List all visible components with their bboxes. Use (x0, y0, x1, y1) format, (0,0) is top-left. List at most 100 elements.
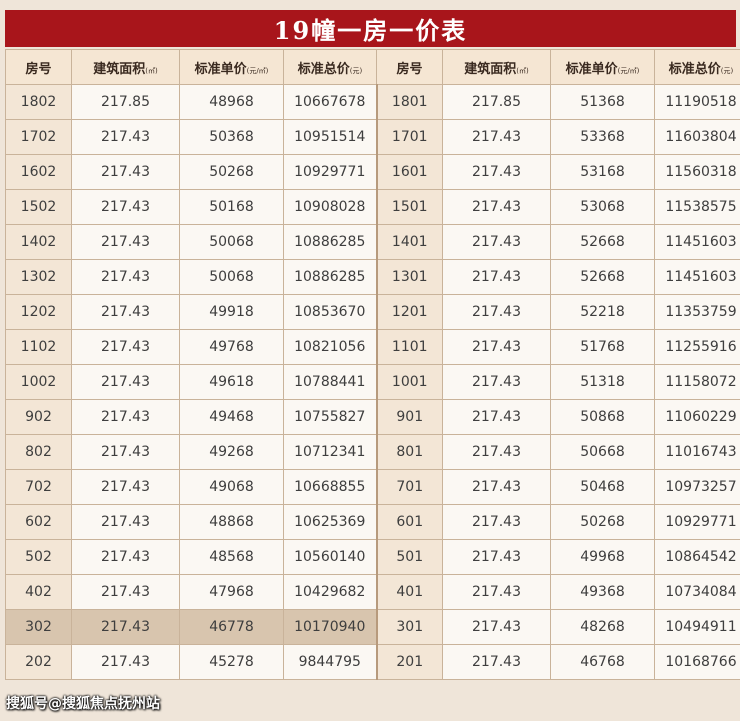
column-header: 标准总价(元) (283, 49, 377, 85)
table-title: 19幢一房一价表 (273, 16, 468, 45)
room-number-cell: 402 (5, 574, 72, 610)
area-cell: 217.43 (71, 329, 180, 365)
unit-price-cell: 50668 (550, 434, 655, 470)
total-price-cell: 10625369 (283, 504, 377, 540)
table-row: 702 217.43 49068 10668855 701 217.43 50468 1097… (5, 469, 740, 505)
unit-price-cell: 48968 (179, 84, 284, 120)
column-header-unit: (元/㎡) (617, 66, 640, 75)
unit-price-cell: 49468 (179, 399, 284, 435)
area-cell: 217.43 (442, 154, 551, 190)
area-cell: 217.43 (442, 119, 551, 155)
table-row: 1802 217.85 48968 10667678 1801 217.85 51368 11… (5, 84, 740, 120)
room-number-cell: 702 (5, 469, 72, 505)
area-cell: 217.43 (442, 189, 551, 225)
area-cell: 217.43 (71, 399, 180, 435)
column-header-label: 房号 (25, 61, 52, 77)
room-number-cell: 1301 (375, 259, 443, 295)
room-number-cell: 1001 (375, 364, 443, 400)
room-number-cell: 1201 (375, 294, 443, 330)
total-price-cell: 9844795 (283, 644, 377, 680)
area-cell: 217.43 (71, 469, 180, 505)
watermark-label: 搜狐号@搜狐焦点抚州站 (6, 696, 160, 712)
table-title-bar: 19幢一房一价表 (5, 10, 736, 47)
total-price-cell: 10712341 (283, 434, 377, 470)
total-price-cell: 11603804 (654, 119, 740, 155)
area-cell: 217.85 (442, 84, 551, 120)
total-price-cell: 10951514 (283, 119, 377, 155)
table-row: 1302 217.43 50068 10886285 1301 217.43 52668 11… (5, 259, 740, 295)
area-cell: 217.43 (71, 189, 180, 225)
unit-price-cell: 50168 (179, 189, 284, 225)
unit-price-cell: 51318 (550, 364, 655, 400)
header-row: 房号 建筑面积(㎡) 标准单价(元/㎡) 标准总价(元) 房号 建筑面积(㎡) 标准单价(元… (5, 49, 740, 85)
table-row: 802 217.43 49268 10712341 801 217.43 50668 1101… (5, 434, 740, 470)
area-cell: 217.43 (71, 504, 180, 540)
total-price-cell: 10667678 (283, 84, 377, 120)
unit-price-cell: 52218 (550, 294, 655, 330)
column-header-unit: (元) (720, 66, 734, 75)
column-header: 房号 (5, 49, 72, 85)
unit-price-cell: 50068 (179, 224, 284, 260)
table-body: 1802 217.85 48968 10667678 1801 217.85 51368 11… (5, 84, 740, 680)
area-cell: 217.43 (442, 469, 551, 505)
room-number-cell: 1401 (375, 224, 443, 260)
column-header-unit: (元/㎡) (246, 66, 269, 75)
unit-price-cell: 50068 (179, 259, 284, 295)
unit-price-cell: 53168 (550, 154, 655, 190)
total-price-cell: 11538575 (654, 189, 740, 225)
area-cell: 217.43 (71, 539, 180, 575)
area-cell: 217.43 (71, 644, 180, 680)
room-number-cell: 1802 (5, 84, 72, 120)
room-number-cell: 1002 (5, 364, 72, 400)
watermark-text: 搜狐号@搜狐焦点抚州站 (6, 693, 160, 713)
total-price-cell: 10788441 (283, 364, 377, 400)
area-cell: 217.43 (442, 294, 551, 330)
room-number-cell: 1501 (375, 189, 443, 225)
unit-price-cell: 49968 (550, 539, 655, 575)
unit-price-cell: 49268 (179, 434, 284, 470)
area-cell: 217.85 (71, 84, 180, 120)
table-row: 502 217.43 48568 10560140 501 217.43 49968 1086… (5, 539, 740, 575)
total-price-cell: 10560140 (283, 539, 377, 575)
area-cell: 217.43 (442, 504, 551, 540)
room-number-cell: 1602 (5, 154, 72, 190)
total-price-cell: 10886285 (283, 259, 377, 295)
table-row: 1602 217.43 50268 10929771 1601 217.43 53168 11… (5, 154, 740, 190)
unit-price-cell: 49368 (550, 574, 655, 610)
total-price-cell: 11060229 (654, 399, 740, 435)
column-header: 房号 (376, 49, 443, 85)
column-header-label: 建筑面积 (464, 61, 517, 77)
area-cell: 217.43 (71, 609, 180, 645)
total-price-cell: 11255916 (654, 329, 740, 365)
total-price-cell: 11353759 (654, 294, 740, 330)
column-header: 标准单价(元/㎡) (179, 49, 284, 85)
area-cell: 217.43 (71, 259, 180, 295)
room-number-cell: 1502 (5, 189, 72, 225)
table-row: 202 217.43 45278 9844795 201 217.43 46768 10168… (5, 644, 740, 680)
column-header-label: 建筑面积 (93, 61, 146, 77)
unit-price-cell: 48568 (179, 539, 284, 575)
room-number-cell: 401 (375, 574, 443, 610)
table-row: 602 217.43 48868 10625369 601 217.43 50268 1092… (5, 504, 740, 540)
column-header-label: 标准单价 (565, 61, 618, 77)
column-header-label: 标准总价 (668, 61, 721, 77)
room-number-cell: 501 (375, 539, 443, 575)
column-header: 建筑面积(㎡) (71, 49, 180, 85)
total-price-cell: 10908028 (283, 189, 377, 225)
area-cell: 217.43 (71, 364, 180, 400)
room-number-cell: 1701 (375, 119, 443, 155)
room-number-cell: 302 (5, 609, 72, 645)
table-row: 1702 217.43 50368 10951514 1701 217.43 53368 11… (5, 119, 740, 155)
column-header-unit: (元) (349, 66, 363, 75)
room-number-cell: 202 (5, 644, 72, 680)
total-price-cell: 11560318 (654, 154, 740, 190)
column-header-unit: (㎡) (516, 66, 529, 75)
area-cell: 217.43 (442, 364, 551, 400)
area-cell: 217.43 (442, 329, 551, 365)
room-number-cell: 1202 (5, 294, 72, 330)
unit-price-cell: 50368 (179, 119, 284, 155)
unit-price-cell: 46778 (179, 609, 284, 645)
area-cell: 217.43 (442, 434, 551, 470)
room-number-cell: 902 (5, 399, 72, 435)
total-price-cell: 10668855 (283, 469, 377, 505)
